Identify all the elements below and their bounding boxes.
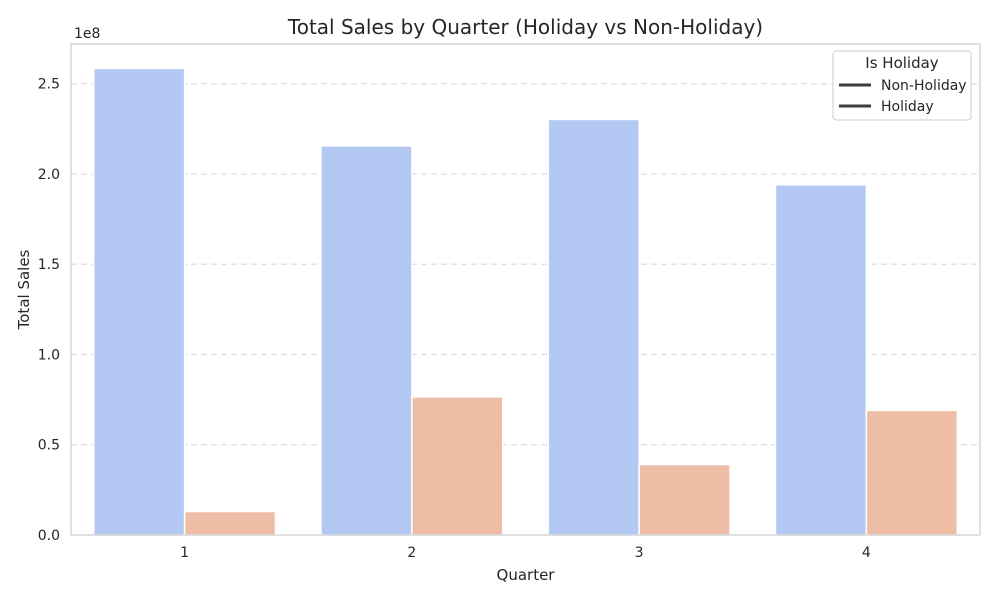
legend-entries: Non-Holiday Holiday [839, 78, 967, 115]
y-tick-label: 1.0 [38, 347, 60, 363]
bar-holiday [183, 510, 277, 536]
legend: Is Holiday Non-Holiday Holiday [832, 50, 972, 121]
legend-label: Non-Holiday [881, 78, 967, 94]
y-tick-label: 0.5 [38, 438, 60, 454]
chart-title: Total Sales by Quarter (Holiday vs Non-H… [287, 15, 763, 39]
legend-box [832, 50, 972, 121]
y-tick-label: 2.0 [38, 167, 60, 183]
x-axis-label: Quarter [497, 566, 556, 584]
bar-holiday [411, 396, 504, 536]
gridlines [71, 83, 980, 446]
legend-title: Is Holiday [865, 54, 939, 72]
bar-holiday [865, 409, 959, 536]
y-axis-label: Total Sales [15, 249, 33, 330]
x-tick-label: 2 [407, 545, 416, 561]
bar-non-holiday [320, 145, 413, 536]
bars [92, 67, 959, 536]
legend-label: Holiday [881, 99, 934, 115]
y-ticks: 0.0 0.5 1.0 1.5 2.0 2.5 [38, 77, 60, 544]
x-tick-label: 4 [862, 545, 871, 561]
bar-non-holiday [92, 67, 186, 536]
y-tick-label: 1.5 [38, 257, 60, 273]
bar-non-holiday [774, 184, 868, 536]
y-tick-label: 0.0 [38, 528, 60, 544]
y-offset-label: 1e8 [74, 26, 100, 42]
x-ticks: 1 2 3 4 [180, 545, 871, 561]
x-tick-label: 3 [635, 545, 644, 561]
y-tick-label: 2.5 [38, 77, 60, 93]
x-tick-label: 1 [180, 545, 189, 561]
plot-frame [70, 43, 981, 536]
bar-holiday [638, 463, 731, 536]
bar-non-holiday [547, 118, 640, 536]
